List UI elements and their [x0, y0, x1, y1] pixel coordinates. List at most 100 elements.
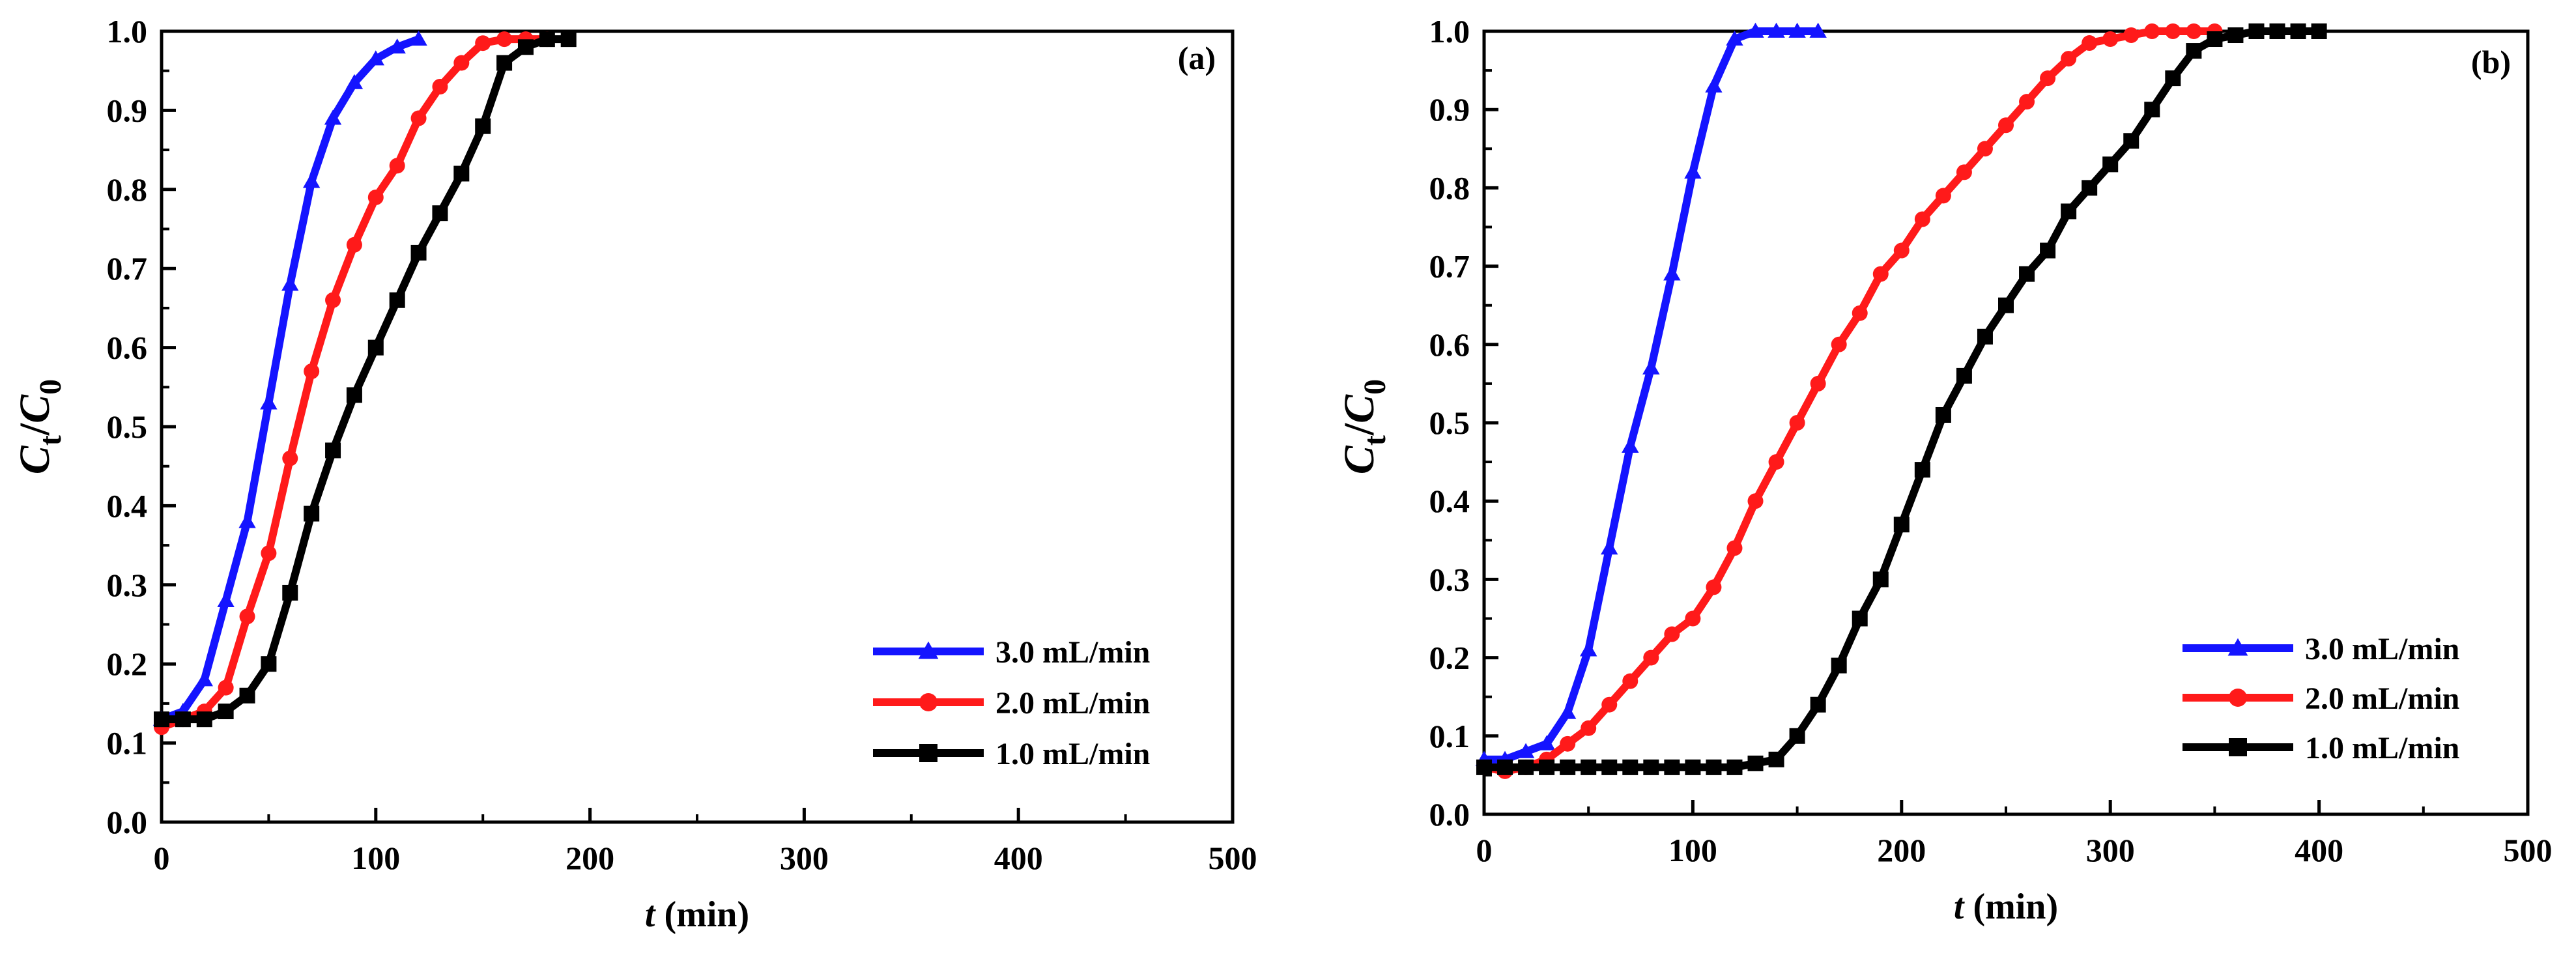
- legend-item: 1.0 mL/min: [873, 737, 1150, 771]
- data-point: [475, 118, 491, 134]
- data-point: [1601, 539, 1618, 555]
- y-tick-label: 0.6: [1429, 326, 1470, 363]
- y-axis-label: Ct/C0: [11, 379, 68, 474]
- data-point: [2165, 23, 2181, 39]
- data-point: [2186, 43, 2202, 59]
- y-tick-label: 0.1: [107, 725, 148, 762]
- data-point: [1538, 735, 1556, 750]
- series-3-0-ml-min: [1475, 22, 1827, 766]
- data-point: [1706, 759, 1722, 775]
- data-point: [453, 165, 470, 182]
- data-point: [1706, 579, 1722, 595]
- data-point: [261, 545, 277, 562]
- data-point: [195, 671, 213, 687]
- data-point: [239, 608, 255, 625]
- data-point: [1560, 759, 1576, 775]
- data-point: [1998, 117, 2014, 134]
- data-point: [1767, 22, 1785, 38]
- legend-swatch-marker: [919, 693, 937, 711]
- legend-swatch-marker: [919, 744, 937, 762]
- data-point: [1788, 22, 1806, 38]
- data-point: [217, 592, 235, 607]
- x-axis-label: t (min): [645, 894, 749, 935]
- y-axis-label-sub: t: [1358, 435, 1392, 446]
- x-axis-label: t (min): [1954, 887, 2058, 927]
- data-point: [1852, 610, 1868, 627]
- data-point: [1622, 673, 1639, 689]
- data-point: [302, 173, 321, 188]
- legend-swatch-marker: [2227, 638, 2248, 656]
- data-point: [1539, 759, 1555, 775]
- data-point: [260, 394, 278, 410]
- data-point: [2186, 23, 2202, 39]
- x-axis-unit: (min): [1973, 887, 2058, 927]
- legend-swatch-marker: [2229, 738, 2247, 756]
- data-point: [367, 189, 384, 205]
- legend-swatch-marker: [2229, 689, 2247, 707]
- y-tick-label: 0.3: [1429, 561, 1470, 597]
- legend-label: 3.0 mL/min: [995, 635, 1150, 670]
- data-point: [1935, 406, 1951, 423]
- y-axis-label-sub: t: [33, 435, 68, 446]
- data-point: [1893, 517, 1910, 533]
- y-tick-label: 0.4: [1429, 483, 1470, 519]
- x-tick-label: 200: [565, 840, 614, 876]
- x-axis-unit: (min): [664, 894, 749, 935]
- data-point: [1872, 571, 1889, 588]
- data-point: [1956, 164, 1972, 180]
- x-tick-label: 100: [351, 840, 400, 876]
- y-tick-label: 0.4: [107, 487, 148, 524]
- legend-swatch-marker: [918, 641, 939, 659]
- data-point: [325, 292, 341, 308]
- data-point: [432, 205, 448, 221]
- y-axis-label-c: C: [11, 445, 59, 474]
- data-point: [1643, 649, 1659, 666]
- legend-label: 2.0 mL/min: [995, 686, 1150, 720]
- data-point: [475, 35, 491, 51]
- data-point: [2019, 94, 2035, 110]
- y-tick-label: 0.0: [1429, 796, 1470, 833]
- series-1-0-ml-min: [154, 31, 577, 728]
- y-tick-label: 0.5: [107, 408, 148, 445]
- data-point: [1726, 540, 1743, 556]
- data-point: [1809, 22, 1827, 38]
- y-tick-label: 0.7: [107, 250, 148, 287]
- data-point: [1601, 759, 1618, 775]
- data-point: [1914, 462, 1930, 478]
- data-point: [1956, 367, 1972, 384]
- data-point: [1726, 30, 1743, 46]
- data-point: [1497, 759, 1513, 775]
- y-tick-label: 1.0: [1429, 13, 1470, 50]
- data-point: [1831, 657, 1847, 674]
- data-point: [239, 687, 255, 704]
- y-tick-label: 0.3: [107, 567, 148, 603]
- data-point: [539, 31, 555, 48]
- data-point: [2290, 23, 2306, 39]
- data-point: [389, 158, 405, 174]
- data-point: [1789, 415, 1805, 431]
- data-point: [2269, 23, 2285, 39]
- data-point: [346, 387, 362, 403]
- data-point: [282, 450, 298, 466]
- series-2-0-ml-min: [154, 31, 555, 735]
- data-point: [410, 244, 427, 261]
- x-tick-label: 0: [154, 840, 170, 876]
- data-point: [1705, 77, 1723, 93]
- y-axis-label-c: C: [1336, 445, 1383, 474]
- data-point: [1622, 759, 1639, 775]
- y-tick-label: 0.2: [107, 646, 148, 682]
- data-point: [1810, 375, 1826, 392]
- series-2-0-ml-min: [1476, 23, 2223, 779]
- data-point: [2061, 51, 2077, 67]
- y-tick-label: 0.6: [107, 330, 148, 366]
- x-tick-label: 100: [1668, 832, 1717, 868]
- data-point: [2019, 266, 2035, 282]
- legend: 3.0 mL/min 2.0 mL/min 1.0 mL/min: [873, 635, 1150, 771]
- data-point: [1601, 696, 1618, 713]
- data-point: [496, 55, 513, 71]
- legend-item: 3.0 mL/min: [2182, 632, 2459, 666]
- data-point: [1518, 759, 1534, 775]
- data-point: [432, 78, 448, 94]
- data-point: [1664, 626, 1680, 642]
